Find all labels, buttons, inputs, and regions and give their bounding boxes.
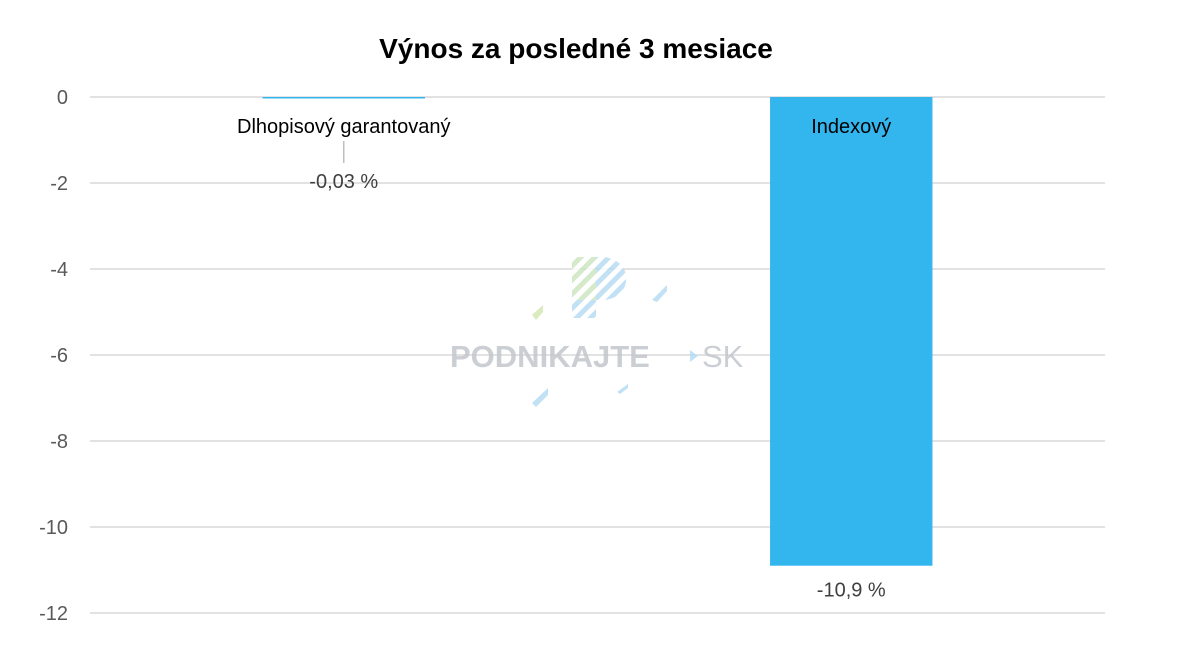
y-tick-label: -12 [39, 603, 68, 625]
labels: Dlhopisový garantovaný -0,03 % Indexový -10… [237, 116, 891, 602]
category-label: Dlhopisový garantovaný [237, 116, 450, 138]
bar-0 [262, 97, 425, 99]
watermark-arrow-icon [690, 350, 698, 362]
y-axis-ticks: 0 -2 -4 -6 -8 -10 -12 [39, 87, 68, 625]
y-tick-label: -10 [39, 517, 68, 539]
y-tick-label: -2 [50, 173, 68, 195]
y-tick-label: 0 [57, 87, 68, 109]
data-label: -0,03 % [309, 171, 378, 193]
watermark-suffix: SK [702, 339, 744, 374]
podnikajte-logo-icon [532, 257, 667, 407]
bars [262, 97, 933, 566]
y-tick-label: -8 [50, 431, 68, 453]
y-tick-label: -4 [50, 259, 68, 281]
chart-title: Výnos za posledné 3 mesiace [379, 33, 773, 64]
category-label: Indexový [811, 116, 891, 138]
y-tick-label: -6 [50, 345, 68, 367]
bar-1 [770, 97, 933, 566]
data-label: -10,9 % [817, 580, 886, 602]
watermark-brand: PODNIKAJTE [450, 339, 650, 374]
watermark: PODNIKAJTE SK [450, 257, 744, 407]
